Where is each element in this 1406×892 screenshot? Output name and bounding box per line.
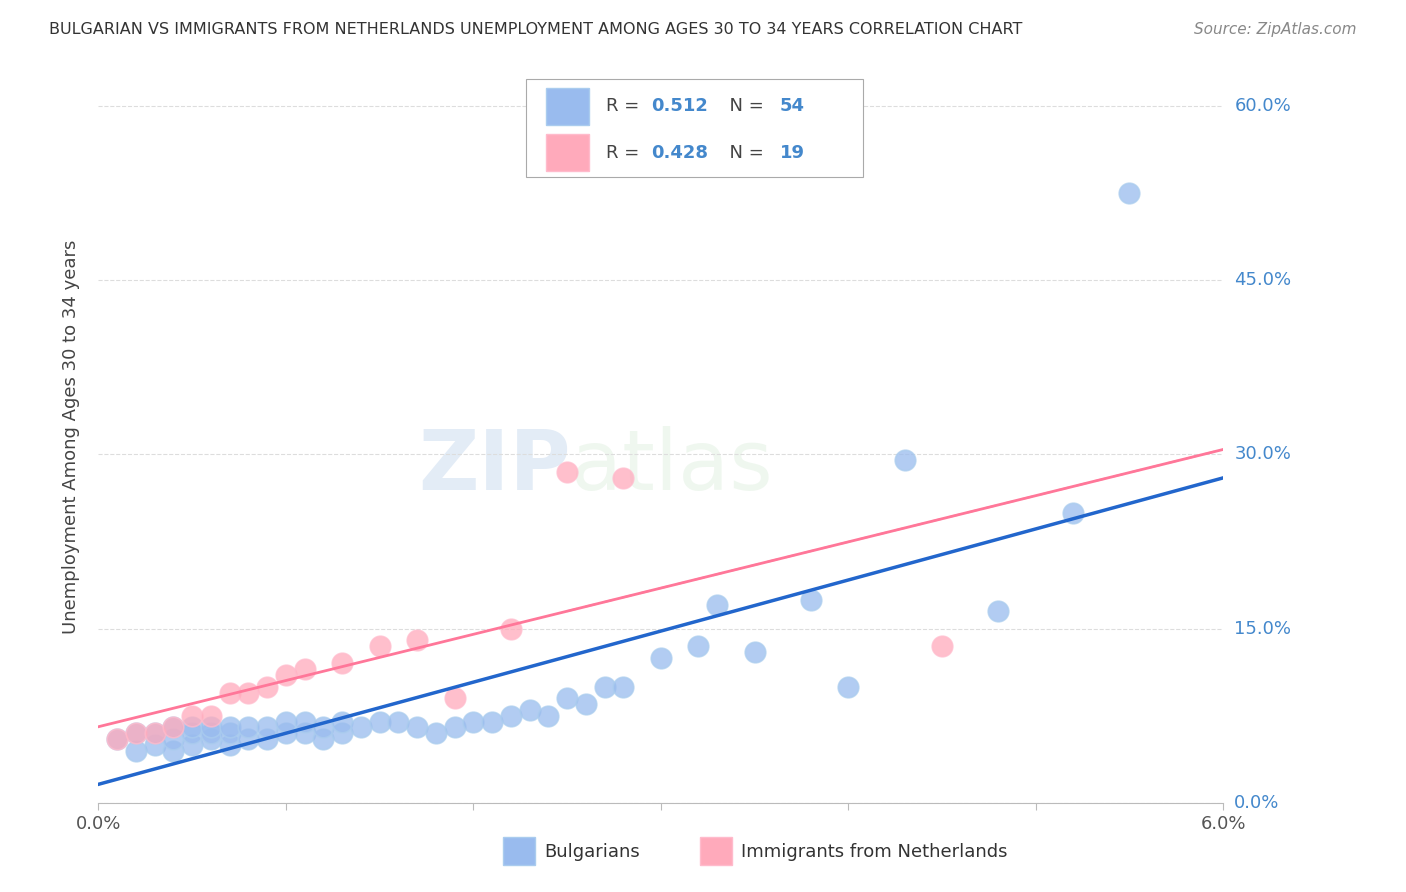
Point — [387, 714, 409, 729]
Point — [218, 720, 240, 734]
Point — [893, 453, 915, 467]
Point — [105, 731, 128, 746]
Point — [256, 731, 278, 746]
Point — [125, 743, 148, 757]
Text: 0.0%: 0.0% — [1234, 794, 1279, 812]
Point — [162, 720, 184, 734]
Point — [425, 726, 447, 740]
Point — [443, 720, 465, 734]
Point — [688, 639, 710, 653]
Text: 60.0%: 60.0% — [1234, 97, 1291, 115]
Point — [143, 726, 166, 740]
Point — [181, 720, 204, 734]
Point — [200, 726, 222, 740]
Text: 0.512: 0.512 — [651, 97, 707, 115]
Text: 45.0%: 45.0% — [1234, 271, 1292, 289]
Point — [162, 731, 184, 746]
Text: R =: R = — [606, 97, 645, 115]
Point — [537, 708, 560, 723]
Point — [593, 680, 616, 694]
Text: 15.0%: 15.0% — [1234, 620, 1291, 638]
Point — [1062, 506, 1084, 520]
Text: Source: ZipAtlas.com: Source: ZipAtlas.com — [1194, 22, 1357, 37]
Point — [519, 703, 541, 717]
Text: 19: 19 — [780, 144, 806, 161]
Point — [312, 731, 335, 746]
Point — [612, 680, 634, 694]
Point — [443, 691, 465, 706]
FancyBboxPatch shape — [503, 838, 534, 865]
Point — [162, 720, 184, 734]
Point — [368, 714, 391, 729]
Point — [125, 726, 148, 740]
Point — [481, 714, 503, 729]
Point — [274, 714, 297, 729]
Point — [218, 685, 240, 699]
Point — [218, 726, 240, 740]
Point — [555, 691, 578, 706]
Point — [555, 465, 578, 479]
Point — [499, 708, 522, 723]
Point — [256, 720, 278, 734]
Point — [1118, 186, 1140, 201]
Text: Immigrants from Netherlands: Immigrants from Netherlands — [741, 843, 1007, 861]
Point — [463, 714, 485, 729]
Point — [294, 714, 316, 729]
Point — [499, 622, 522, 636]
Text: atlas: atlas — [571, 425, 772, 507]
Point — [294, 726, 316, 740]
Point — [650, 650, 672, 665]
Text: N =: N = — [718, 144, 769, 161]
Point — [256, 680, 278, 694]
Point — [274, 668, 297, 682]
Point — [200, 708, 222, 723]
Text: 30.0%: 30.0% — [1234, 445, 1291, 464]
FancyBboxPatch shape — [526, 78, 863, 178]
Point — [368, 639, 391, 653]
Point — [312, 720, 335, 734]
FancyBboxPatch shape — [700, 838, 731, 865]
FancyBboxPatch shape — [546, 135, 589, 171]
Point — [294, 662, 316, 676]
Text: ZIP: ZIP — [419, 425, 571, 507]
Text: BULGARIAN VS IMMIGRANTS FROM NETHERLANDS UNEMPLOYMENT AMONG AGES 30 TO 34 YEARS : BULGARIAN VS IMMIGRANTS FROM NETHERLANDS… — [49, 22, 1022, 37]
Text: 54: 54 — [780, 97, 806, 115]
Point — [330, 726, 353, 740]
Point — [406, 633, 429, 648]
Point — [181, 708, 204, 723]
Point — [162, 743, 184, 757]
Point — [987, 604, 1010, 618]
Point — [274, 726, 297, 740]
Point — [238, 731, 260, 746]
Point — [181, 726, 204, 740]
Point — [105, 731, 128, 746]
Point — [200, 731, 222, 746]
Point — [837, 680, 859, 694]
Point — [238, 685, 260, 699]
FancyBboxPatch shape — [546, 88, 589, 125]
Point — [200, 720, 222, 734]
Point — [238, 720, 260, 734]
Point — [218, 738, 240, 752]
Text: Bulgarians: Bulgarians — [544, 843, 640, 861]
Point — [744, 645, 766, 659]
Y-axis label: Unemployment Among Ages 30 to 34 years: Unemployment Among Ages 30 to 34 years — [62, 240, 80, 634]
Point — [143, 726, 166, 740]
Point — [931, 639, 953, 653]
Point — [800, 592, 823, 607]
Text: 0.428: 0.428 — [651, 144, 707, 161]
Point — [406, 720, 429, 734]
Point — [330, 714, 353, 729]
Point — [612, 471, 634, 485]
Point — [706, 599, 728, 613]
Text: R =: R = — [606, 144, 645, 161]
Point — [350, 720, 373, 734]
Point — [125, 726, 148, 740]
Point — [181, 738, 204, 752]
Point — [143, 738, 166, 752]
Point — [330, 657, 353, 671]
Text: N =: N = — [718, 97, 769, 115]
Point — [575, 697, 598, 711]
